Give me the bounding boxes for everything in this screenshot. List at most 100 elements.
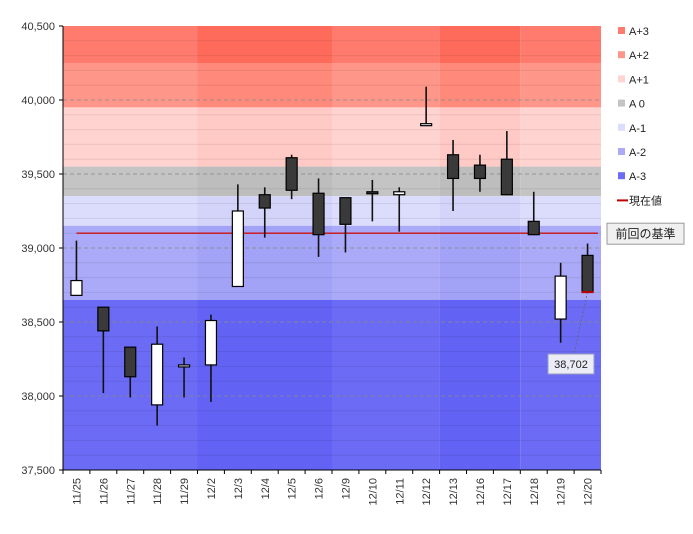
candle-11/27 [124,346,137,398]
candle-body [231,210,244,288]
legend-label: A 0 [629,99,645,111]
candle-12/18 [527,191,540,236]
x-tick-label: 12/4 [260,478,272,499]
zone-band [439,225,521,300]
candle-12/17 [500,131,513,196]
candle-12/12 [420,86,433,127]
zone-band [197,107,332,137]
zone-band [439,26,521,63]
legend-label: A+3 [629,26,649,38]
x-tick-label: 12/6 [314,478,326,499]
candle-body [312,192,325,236]
x-tick-label: 12/3 [233,478,245,499]
axes [59,25,602,474]
candle-body [97,306,110,332]
zone-band [63,137,198,167]
x-tick-label: 12/9 [340,478,352,499]
x-tick-label: 11/27 [125,478,137,505]
reference-label-text: 前回の基準 [615,226,675,241]
current-value-callout: 38,702 [547,291,595,375]
legend-item: A 0 [618,99,645,111]
candle-12/4 [258,187,271,238]
x-tick-label: 11/28 [152,478,164,505]
legend-label: 現在値 [629,194,662,207]
candle-body [285,157,298,191]
candle-body [177,364,191,368]
zone-band [197,26,332,63]
zone-band [63,26,198,63]
x-tick-label: 12/11 [394,478,406,505]
legend-label: A-3 [629,171,646,183]
legend-item: A-1 [618,123,646,135]
candle-body [339,197,352,225]
zone-band [520,166,601,197]
candle-12/2 [204,314,218,402]
legend-label: A+1 [629,74,649,86]
zone-band [439,107,521,137]
x-tick-label: 11/25 [71,478,83,505]
zone-band [63,166,198,197]
x-tick-label: 11/29 [179,478,191,505]
zone-band [520,107,601,137]
candle-12/19 [554,262,567,343]
zone-band [439,196,521,226]
axis-labels: 37,500 38,000 38,500 39,000 39,500 40,000 40,5… [21,21,594,506]
candles [70,86,594,426]
x-tick-label: 12/18 [529,478,541,506]
legend-label: A-1 [629,123,646,135]
legend-item: A+2 [618,50,649,62]
current-value-box [547,353,595,375]
legend-item: 現在値 [617,194,662,207]
candle-body [473,164,487,180]
y-tick-label: 40,000 [21,95,55,107]
zone-band [332,26,440,63]
zone-band [63,196,198,226]
zone-band [332,166,440,197]
legend-swatch [618,27,625,34]
candle-body [527,220,540,236]
legend-swatch [618,172,625,180]
candle-body [70,279,83,296]
legend-item: A-2 [618,147,646,159]
zone-band [332,137,440,167]
legend: A+3 A+2 A+1 A 0 A-1 A-2 A-3 現在値 [617,26,662,207]
candle-body [420,123,433,127]
y-tick-label: 38,500 [21,317,55,329]
legend-swatch [618,99,625,107]
candle-11/26 [97,306,110,394]
legend-label: A-2 [629,147,646,159]
candle-body [204,319,218,366]
x-tick-label: 12/16 [475,478,487,506]
candle-body [500,158,513,196]
candle-body [366,191,379,195]
zone-band [63,107,198,137]
x-tick-label: 11/26 [98,478,110,505]
candle-body [393,191,406,196]
y-tick-label: 39,500 [21,169,55,181]
callout-leader [573,292,588,355]
x-tick-label: 12/10 [367,478,379,506]
y-tick-label: 39,000 [21,243,55,255]
x-tick-label: 12/12 [421,478,433,506]
candle-12/13 [446,139,460,211]
zone-band [197,137,332,167]
y-tick-label: 38,000 [21,391,55,403]
candle-12/11 [393,187,406,232]
legend-swatch [618,75,625,83]
zone-band [520,26,601,63]
candle-11/29 [177,357,191,398]
reference-label-box [606,222,685,245]
x-tick-label: 12/5 [287,478,299,499]
candle-body [554,275,567,320]
candle-body [151,343,164,406]
legend-item: A+1 [618,74,649,86]
x-tick-label: 12/2 [206,478,218,499]
y-tick-label: 37,500 [21,465,55,477]
candle-12/9 [339,197,352,253]
candle-12/3 [231,184,244,288]
candle-11/25 [70,240,83,296]
zone-band [63,225,198,300]
candle-body [581,254,594,293]
candle-12/10 [366,179,379,222]
